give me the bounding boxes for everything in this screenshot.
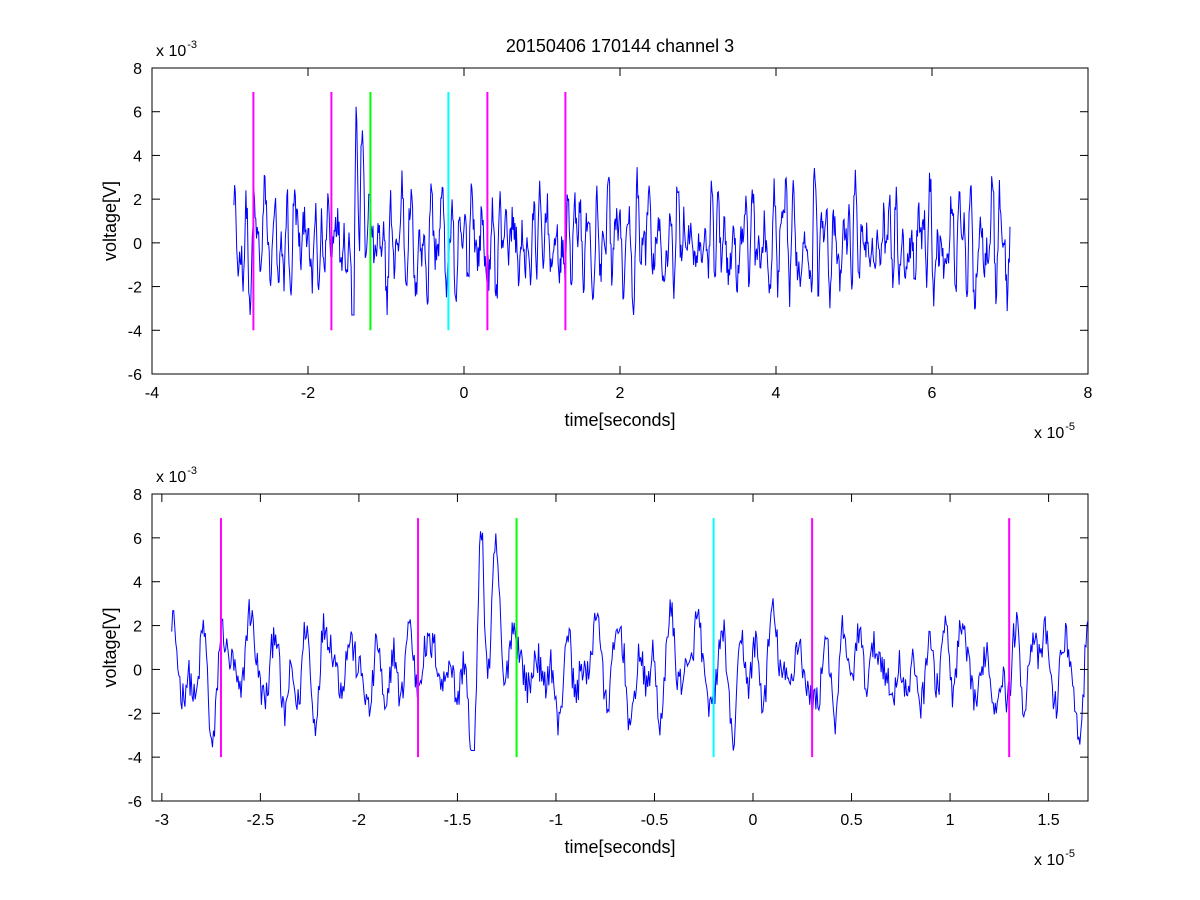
y-tick-label: 6	[133, 105, 142, 122]
y-tick-label: 4	[133, 575, 142, 592]
x-tick-label: 4	[772, 385, 781, 402]
x-tick-label: 6	[928, 385, 937, 402]
y-tick-label: 8	[133, 487, 142, 504]
x-tick-label: -2.5	[247, 812, 275, 829]
chart-title: 20150406 170144 channel 3	[506, 36, 734, 56]
y-multiplier: x 10-3	[156, 465, 197, 486]
x-multiplier: x 10-5	[1034, 421, 1075, 442]
y-tick-label: -4	[128, 323, 142, 340]
x-axis-label: time[seconds]	[564, 837, 675, 857]
x-tick-label: 0.5	[840, 812, 862, 829]
signal-line	[233, 106, 1011, 316]
x-tick-label: -0.5	[641, 812, 669, 829]
x-axis-label: time[seconds]	[564, 410, 675, 430]
y-tick-label: 8	[133, 61, 142, 78]
y-tick-label: -6	[128, 367, 142, 384]
x-tick-label: -4	[145, 385, 159, 402]
axes-box	[151, 493, 1089, 802]
x-multiplier: x 10-5	[1034, 848, 1075, 869]
y-tick-label: -6	[128, 794, 142, 811]
x-tick-label: 0	[749, 812, 758, 829]
y-tick-label: 4	[133, 148, 142, 165]
x-tick-label: -2	[352, 812, 366, 829]
x-tick-label: 1	[946, 812, 955, 829]
y-tick-label: -2	[128, 706, 142, 723]
y-tick-label: 0	[133, 236, 142, 253]
x-tick-label: 0	[460, 385, 469, 402]
x-tick-label: 2	[616, 385, 625, 402]
y-multiplier: x 10-3	[156, 39, 197, 60]
y-tick-label: -4	[128, 750, 142, 767]
x-tick-label: 1.5	[1037, 812, 1059, 829]
y-tick-label: 6	[133, 531, 142, 548]
y-tick-label: 0	[133, 662, 142, 679]
x-tick-label: -1.5	[444, 812, 472, 829]
top-plot: -4 -2 0 2 4 6 8-6-4-202468time[seconds]voltage…	[100, 39, 1093, 442]
y-tick-label: -2	[128, 280, 142, 297]
y-axis-label: voltage[V]	[100, 181, 120, 261]
x-tick-label: -1	[549, 812, 563, 829]
y-axis-label: voltage[V]	[100, 607, 120, 687]
y-tick-label: 2	[133, 192, 142, 209]
x-tick-label: -2	[301, 385, 315, 402]
x-tick-label: -3	[155, 812, 169, 829]
bottom-plot: -3 -2.5 -2 -1.5 -1 -0.5 0 0.5 1 1.5 -6 -4 -2 0 2 4 6 8 tim…	[100, 465, 1089, 869]
x-tick-label: 8	[1084, 385, 1093, 402]
signal-line	[171, 531, 1089, 752]
y-tick-label: 2	[133, 619, 142, 636]
